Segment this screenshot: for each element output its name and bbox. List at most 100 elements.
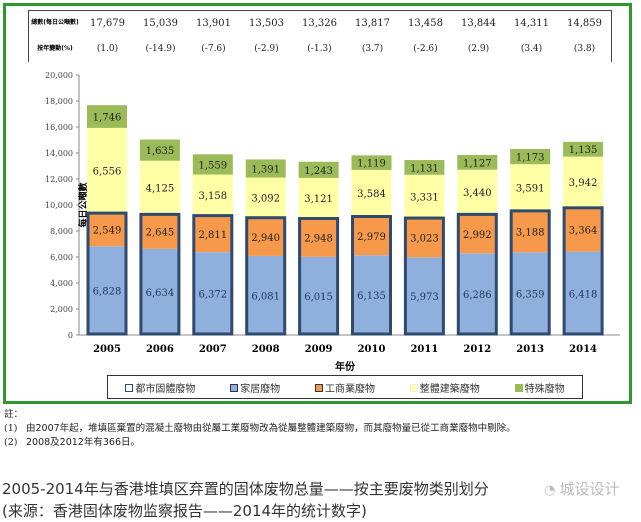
- bar-segment: [139, 160, 180, 215]
- change-cell: (-14.9): [145, 44, 176, 54]
- data-label: 6,372: [198, 290, 227, 301]
- note-number: (1): [4, 423, 18, 434]
- legend-label: 工商業廢物: [324, 383, 375, 395]
- change-cell: (-7.6): [201, 44, 226, 54]
- bar-segment: [404, 218, 445, 258]
- y-tick-label: 12,000: [45, 175, 73, 184]
- data-label: 1,131: [410, 163, 439, 174]
- data-label: 1,559: [198, 160, 227, 171]
- data-label: 1,746: [93, 113, 122, 124]
- legend-item-msw: 都市固體廢物: [125, 380, 195, 395]
- change-cell: (-2.6): [413, 44, 438, 54]
- legend-label: 都市固體廢物: [135, 383, 196, 395]
- bar-segment: [87, 127, 127, 214]
- x-tick-label: 2014: [569, 344, 597, 355]
- change-cell: (3.7): [361, 44, 384, 54]
- bar-segment: [404, 257, 445, 335]
- note-item: (1) 由2007年起，堆填區棄置的混凝土廢物由從屬工業廢物改為從屬整體建築廢物，…: [4, 422, 516, 436]
- data-label: 3,092: [251, 194, 280, 205]
- data-label: 2,940: [251, 233, 280, 244]
- change-cell: (-2.9): [254, 44, 279, 54]
- legend-item-commercial: 工商業廢物: [314, 380, 375, 395]
- bar-segment: [87, 105, 127, 128]
- msw-outline: [139, 212, 181, 336]
- data-label: 5,973: [410, 292, 439, 303]
- bar-segment: [510, 210, 551, 253]
- y-tick-label: 8,000: [50, 227, 73, 236]
- y-tick-label: 4,000: [50, 279, 73, 288]
- data-label: 6,286: [463, 290, 492, 301]
- legend-swatch: [514, 383, 523, 392]
- msw-outline: [86, 211, 128, 336]
- y-tick-label: 0: [68, 331, 73, 340]
- bar-segment: [457, 253, 498, 335]
- legend-swatch: [230, 383, 239, 392]
- y-tick-label: 14,000: [45, 149, 73, 158]
- bar-segment: [192, 154, 233, 175]
- total-cell: 13,817: [355, 17, 390, 29]
- y-tick-label: 6,000: [50, 253, 73, 262]
- bar-segment: [351, 216, 392, 256]
- y-tick-label: 10,000: [45, 201, 73, 210]
- watermark: ◔ 城设设计: [540, 478, 620, 499]
- bar-segment: [192, 215, 233, 253]
- total-cell: 13,326: [302, 17, 337, 29]
- data-label: 6,634: [146, 288, 175, 299]
- stacked-bar-chart: 0 2,000 4,000 6,000 8,000 10,000 12,000 14,000 1…: [45, 71, 620, 373]
- msw-outline: [192, 214, 234, 336]
- legend-swatch: [314, 383, 323, 392]
- total-cell: 13,458: [408, 17, 443, 29]
- msw-outline: [403, 216, 445, 336]
- x-tick-label: 2009: [305, 344, 333, 355]
- y-tick-label: 18,000: [45, 97, 73, 106]
- total-cell: 13,844: [461, 17, 496, 29]
- note-text: 2008及2012年有366日。: [26, 437, 140, 448]
- data-label: 3,591: [516, 184, 545, 195]
- legend-label: 特殊廢物: [524, 383, 565, 395]
- data-label: 3,440: [463, 188, 492, 199]
- notes: 註： (1) 由2007年起，堆填區棄置的混凝土廢物由從屬工業廢物改為從屬整體建築…: [4, 408, 516, 450]
- bar-segment: [404, 174, 445, 219]
- data-label: 1,127: [463, 158, 492, 169]
- data-label: 6,828: [93, 287, 122, 298]
- x-tick-label: 2005: [93, 344, 121, 355]
- bar-segment: [457, 214, 498, 254]
- x-tick-label: 2006: [146, 344, 174, 355]
- watermark-text: 城设设计: [559, 480, 620, 498]
- data-label: 1,635: [146, 146, 175, 157]
- bar-segment: [563, 141, 604, 157]
- legend-swatch: [409, 383, 418, 392]
- total-cell: 15,039: [143, 17, 178, 29]
- data-label: 2,811: [198, 230, 227, 241]
- data-label: 3,331: [410, 192, 439, 203]
- data-label: 6,418: [569, 289, 598, 300]
- bar-segment: [245, 177, 286, 218]
- legend-swatch: [125, 383, 134, 392]
- caption-title: 2005-2014年与香港堆填区弃置的固体废物总量——按主要废物类别划分: [2, 480, 489, 498]
- data-label: 1,391: [251, 164, 280, 175]
- bar-segment: [510, 252, 551, 335]
- change-row: 按年變動(%) (1.0) (-14.9) (-7.6) (-2.9) (-1.3) (3…: [29, 37, 611, 61]
- data-label: 2,549: [93, 226, 122, 237]
- data-label: 2,992: [463, 230, 492, 241]
- bar-segment: [192, 252, 233, 335]
- x-tick-label: 2011: [410, 344, 438, 355]
- x-tick-label: 2007: [199, 344, 227, 355]
- data-label: 2,948: [304, 234, 333, 245]
- data-label: 2,645: [146, 228, 175, 239]
- legend-item-special: 特殊廢物: [514, 380, 565, 395]
- data-label: 6,359: [516, 290, 545, 301]
- bar-segment: [457, 155, 498, 170]
- bar-segment: [510, 148, 551, 165]
- summary-table: 總數(每日公噸數) 17,679 15,039 13,901 13,503 13,326…: [28, 10, 612, 62]
- wechat-icon: ◔: [544, 483, 560, 498]
- y-tick-label: 16,000: [45, 123, 73, 132]
- data-label: 4,125: [146, 184, 175, 195]
- change-cell: (1.0): [96, 44, 119, 54]
- note-number: (2): [4, 437, 18, 448]
- bar-segment: [192, 174, 233, 216]
- msw-outline: [456, 212, 498, 336]
- change-cell: (3.8): [573, 44, 596, 54]
- data-label: 1,135: [569, 145, 598, 156]
- data-label: 6,135: [357, 291, 386, 302]
